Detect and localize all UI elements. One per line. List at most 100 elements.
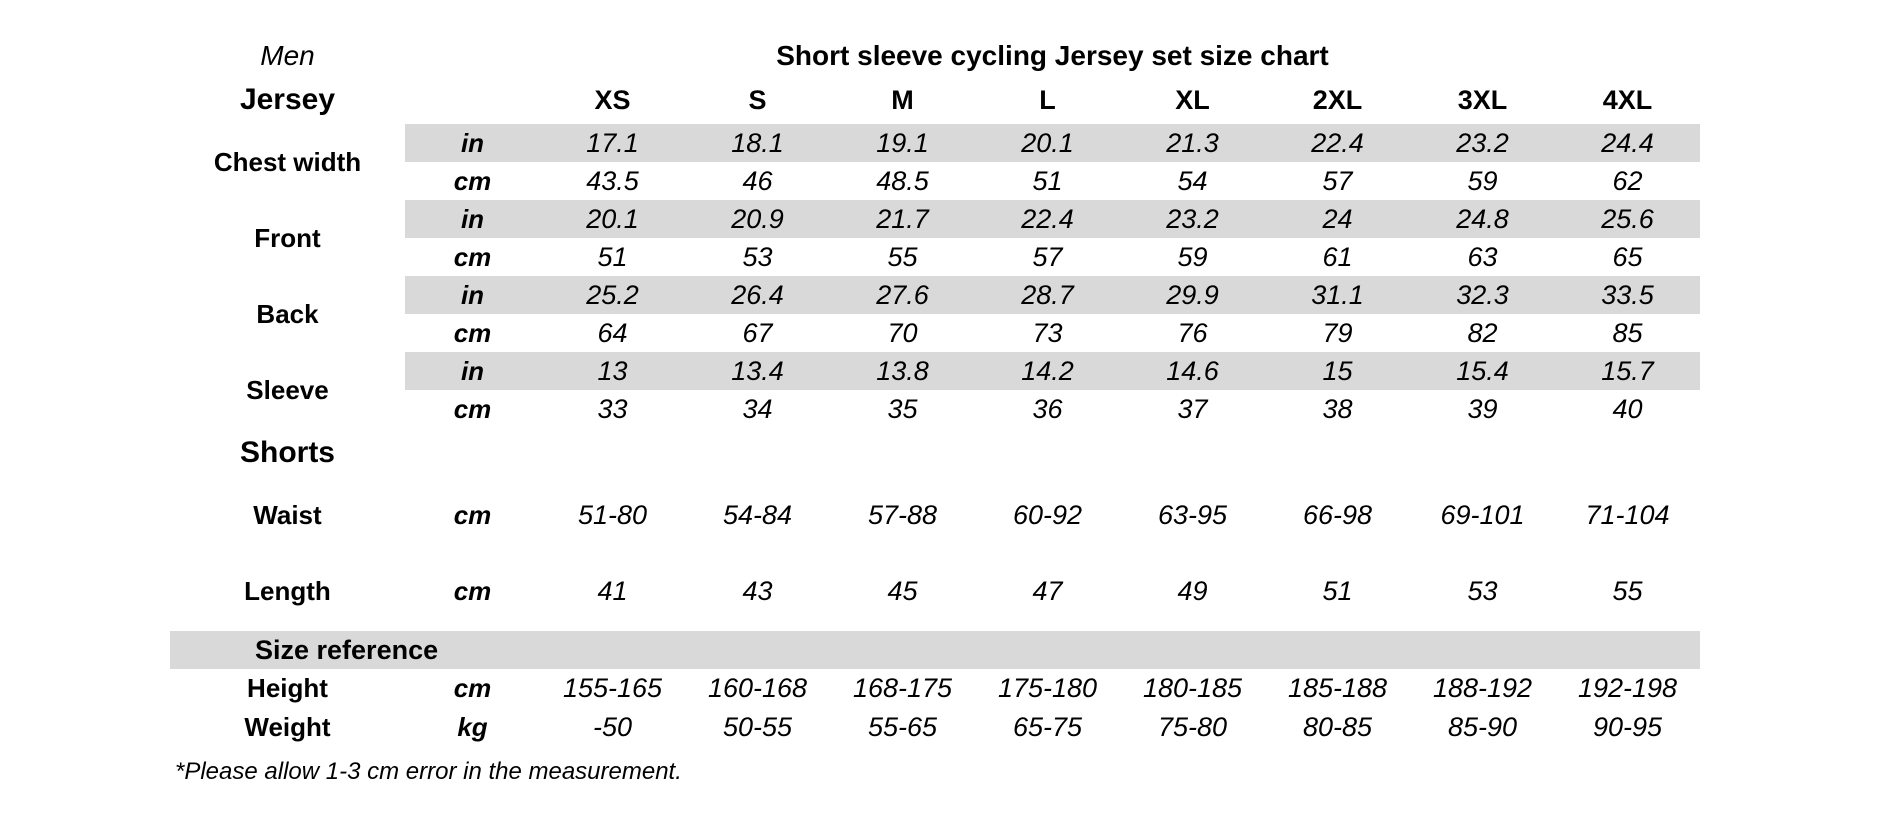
shorts-section-spacer [405, 428, 1700, 478]
back-cm-value-6: 82 [1467, 317, 1498, 348]
shorts-section-row: Shorts [170, 428, 1700, 478]
row-label-sleeve: Sleeve [246, 374, 329, 405]
front-cm-value-5: 61 [1322, 241, 1353, 272]
size-header-4: XL [1175, 84, 1210, 115]
weight-value-5: 80-85 [1302, 712, 1373, 742]
length-value-1: 43 [742, 576, 773, 606]
height-value-4: 180-185 [1142, 673, 1243, 703]
front-cm-value-6: 63 [1467, 241, 1498, 272]
size-header-1: S [748, 84, 767, 115]
size-header-0: XS [594, 84, 631, 115]
sleeve-cm-value-0: 33 [597, 393, 628, 424]
back-cm-value-7: 85 [1612, 317, 1643, 348]
row-label-back: Back [256, 298, 319, 329]
length-value-3: 47 [1032, 576, 1063, 606]
row-label-waist: Waist [253, 499, 322, 530]
weight-row: Weight kg -50 50-55 55-65 65-75 75-80 80-85 85… [170, 708, 1700, 747]
waist-unit: cm [453, 499, 492, 530]
waist-value-4: 63-95 [1157, 499, 1228, 530]
back-in-value-3: 28.7 [975, 276, 1120, 314]
weight-value-7: 90-95 [1592, 712, 1663, 742]
waist-value-6: 69-101 [1440, 499, 1525, 530]
chest-width-cm-value-7: 62 [1612, 165, 1643, 196]
front-cm-value-2: 55 [887, 241, 918, 272]
chest-width-cm-value-3: 51 [1032, 165, 1063, 196]
back-in-value-1: 26.4 [685, 276, 830, 314]
chest-width-unit-in: in [405, 124, 540, 162]
height-value-2: 168-175 [852, 673, 953, 703]
sleeve-cm-row: cm 33 34 35 36 37 38 39 40 [170, 390, 1700, 428]
length-value-0: 41 [597, 576, 628, 606]
back-in-row: Back in 25.2 26.4 27.6 28.7 29.9 31.1 32.3 33.5 [170, 276, 1701, 329]
height-value-6: 188-192 [1432, 673, 1533, 703]
length-value-6: 53 [1467, 576, 1498, 606]
back-cm-value-3: 73 [1032, 317, 1063, 348]
back-in-value-4: 29.9 [1120, 276, 1265, 314]
height-value-0: 155-165 [562, 673, 663, 703]
sleeve-cm-value-3: 36 [1032, 393, 1063, 424]
weight-value-6: 85-90 [1447, 712, 1518, 742]
sleeve-unit-in: in [405, 352, 540, 390]
sleeve-in-value-5: 15 [1265, 352, 1410, 390]
back-cm-value-5: 79 [1322, 317, 1353, 348]
front-in-value-7: 25.6 [1555, 200, 1701, 238]
weight-unit: kg [457, 712, 488, 742]
size-header-5: 2XL [1312, 84, 1363, 115]
chest-width-in-row: Chest width in 17.1 18.1 19.1 20.1 21.3 22.4 2… [170, 124, 1701, 177]
chest-width-in-value-0: 17.1 [540, 124, 685, 162]
sleeve-in-value-3: 14.2 [975, 352, 1120, 390]
waist-value-3: 60-92 [1012, 499, 1083, 530]
measurement-footnote: *Please allow 1-3 cm error in the measur… [175, 758, 682, 785]
back-unit-in: in [405, 276, 540, 314]
waist-value-1: 54-84 [722, 499, 793, 530]
chest-width-cm-value-4: 54 [1177, 165, 1208, 196]
row-label-weight: Weight [244, 712, 331, 742]
chest-width-in-value-3: 20.1 [975, 124, 1120, 162]
front-unit-in: in [405, 200, 540, 238]
size-header-row: Jersey XS S M L XL 2XL 3XL 4XL [170, 76, 1700, 124]
back-cm-value-0: 64 [597, 317, 628, 348]
front-cm-value-0: 51 [597, 241, 628, 272]
height-value-7: 192-198 [1577, 673, 1678, 703]
chest-width-cm-value-2: 48.5 [876, 165, 929, 196]
chest-width-in-value-6: 23.2 [1410, 124, 1555, 162]
sleeve-in-value-1: 13.4 [685, 352, 830, 390]
length-value-5: 51 [1322, 576, 1353, 606]
sleeve-cm-value-6: 39 [1467, 393, 1498, 424]
title-row: Men Short sleeve cycling Jersey set size… [170, 36, 1700, 76]
row-label-front: Front [254, 222, 321, 253]
size-chart-table: Men Short sleeve cycling Jersey set size… [170, 36, 1701, 747]
back-in-value-2: 27.6 [830, 276, 975, 314]
chart-title: Short sleeve cycling Jersey set size cha… [776, 40, 1329, 71]
sleeve-cm-value-1: 34 [742, 393, 773, 424]
front-cm-value-7: 65 [1612, 241, 1643, 272]
weight-value-4: 75-80 [1157, 712, 1228, 742]
front-in-value-4: 23.2 [1120, 200, 1265, 238]
length-row: Length cm 41 43 45 47 49 51 53 55 [170, 552, 1700, 631]
back-in-value-5: 31.1 [1265, 276, 1410, 314]
waist-value-0: 51-80 [577, 499, 648, 530]
back-cm-value-4: 76 [1177, 317, 1208, 348]
sleeve-cm-value-4: 37 [1177, 393, 1208, 424]
waist-row: Waist cm 51-80 54-84 57-88 60-92 63-95 66-98 6… [170, 478, 1700, 552]
chest-width-in-value-1: 18.1 [685, 124, 830, 162]
height-value-5: 185-188 [1287, 673, 1388, 703]
back-in-value-7: 33.5 [1555, 276, 1701, 314]
front-cm-value-1: 53 [742, 241, 773, 272]
unit-header-spacer [405, 76, 540, 124]
front-in-value-3: 22.4 [975, 200, 1120, 238]
sleeve-in-value-4: 14.6 [1120, 352, 1265, 390]
front-cm-value-3: 57 [1032, 241, 1063, 272]
front-in-value-5: 24 [1265, 200, 1410, 238]
chest-width-in-value-5: 22.4 [1265, 124, 1410, 162]
length-value-4: 49 [1177, 576, 1208, 606]
height-unit: cm [453, 673, 492, 703]
front-unit-cm: cm [453, 241, 492, 272]
sleeve-in-value-6: 15.4 [1410, 352, 1555, 390]
front-cm-row: cm 51 53 55 57 59 61 63 65 [170, 238, 1700, 276]
back-in-value-6: 32.3 [1410, 276, 1555, 314]
waist-value-5: 66-98 [1302, 499, 1373, 530]
weight-value-0: -50 [592, 712, 633, 742]
size-header-3: L [1039, 84, 1056, 115]
